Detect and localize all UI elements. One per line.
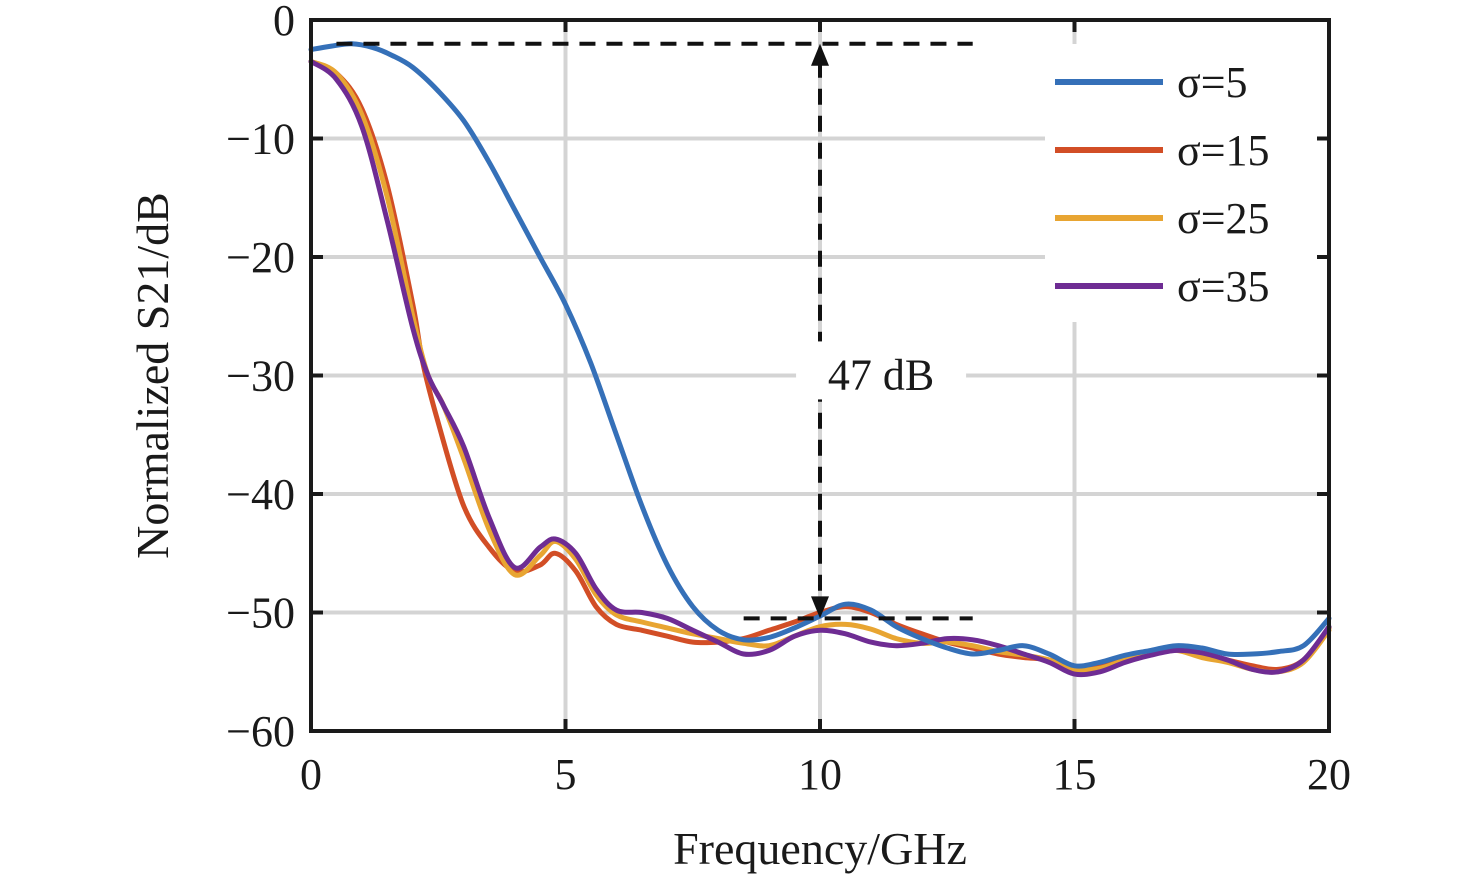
arrowhead-up-icon [811, 43, 829, 66]
legend: σ=5 σ=15 σ=25 σ=35 [1055, 58, 1270, 311]
series-line-1 [308, 41, 1332, 669]
legend-label: σ=35 [1177, 262, 1270, 311]
arrowhead-down-icon [811, 596, 829, 619]
x-tick-label: 5 [555, 750, 577, 799]
x-axis-title: Frequency/GHz [673, 823, 967, 874]
y-tick-label: −40 [226, 470, 295, 519]
y-tick-label: −60 [226, 707, 295, 756]
tick-layer: 0 5 10 15 20 0 −10 −20 −30 −40 −50 −60 [226, 0, 1351, 799]
y-tick-label: −20 [226, 233, 295, 282]
legend-label: σ=5 [1177, 58, 1248, 107]
x-tick-label: 15 [1053, 750, 1097, 799]
y-tick-label: −10 [226, 115, 295, 164]
series-layer [308, 41, 1332, 678]
legend-label: σ=15 [1177, 126, 1270, 175]
annotation-label: 47 dB [828, 350, 934, 399]
legend-box [1045, 44, 1324, 322]
y-tick-label: 0 [273, 0, 295, 45]
legend-label: σ=25 [1177, 194, 1270, 243]
annotation-label-background [796, 341, 967, 400]
y-tick-label: −30 [226, 352, 295, 401]
y-axis-title: Normalized S21/dB [127, 192, 178, 559]
x-tick-label: 20 [1307, 750, 1351, 799]
series-line-4 [308, 59, 1332, 678]
x-tick-label: 10 [798, 750, 842, 799]
annotation-layer: 47 dB [336, 41, 973, 621]
x-tick-label: 0 [300, 750, 322, 799]
y-tick-label: −50 [226, 589, 295, 638]
